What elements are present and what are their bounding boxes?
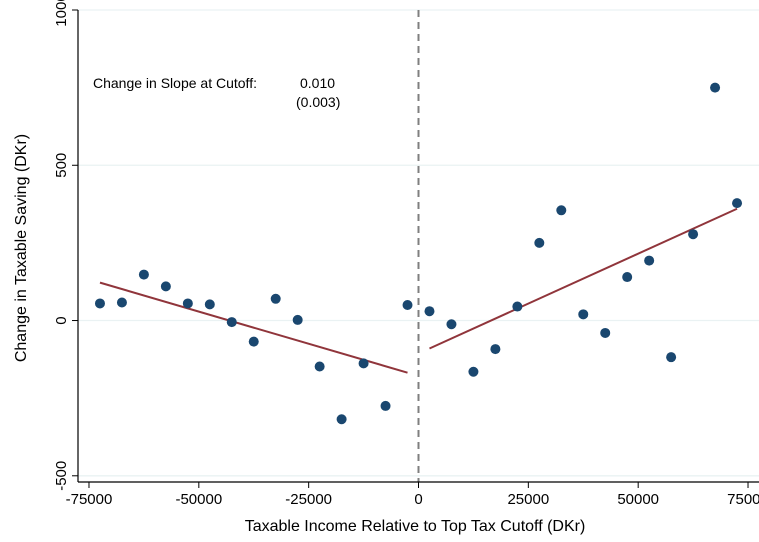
data-point-11 (336, 414, 347, 425)
x-axis-title: Taxable Income Relative to Top Tax Cutof… (245, 518, 586, 535)
data-point-18 (490, 344, 501, 355)
data-point-27 (688, 229, 699, 240)
fit-line-fit-left (99, 281, 408, 374)
x-tick-label-5: 50000 (617, 491, 659, 508)
data-point-14 (402, 300, 413, 310)
annotation-std-error: (0.003) (296, 94, 340, 110)
y-tick-label-1: 0 (53, 316, 70, 324)
y-axis-title: Change in Taxable Saving (DKr) (13, 134, 30, 362)
data-point-7 (248, 336, 259, 347)
data-point-5 (204, 299, 215, 310)
data-point-1 (116, 297, 127, 308)
data-point-9 (292, 314, 303, 325)
data-point-6 (226, 317, 237, 328)
data-point-12 (358, 358, 369, 369)
tick-marks: -75000 -50000 -25000 0 25000 50000 75000 -500 0 5… (53, 0, 759, 508)
data-point-26 (666, 352, 677, 363)
x-tick-label-2: -25000 (285, 491, 332, 508)
data-point-2 (138, 269, 149, 280)
data-point-19 (512, 301, 523, 312)
x-tick-label-6: 75000 (727, 491, 759, 508)
data-point-13 (380, 400, 391, 411)
y-tick-label-0: -500 (53, 461, 70, 491)
data-point-17 (468, 366, 479, 377)
data-point-22 (578, 309, 589, 320)
data-point-25 (644, 255, 655, 266)
data-point-3 (160, 281, 171, 292)
y-tick-label-3: 1000 (53, 0, 70, 27)
data-point-10 (314, 361, 325, 372)
data-points (94, 82, 743, 425)
annotation-label: Change in Slope at Cutoff: (93, 75, 257, 91)
x-tick-label-4: 25000 (507, 491, 549, 508)
data-point-15 (424, 306, 435, 317)
x-tick-label-1: -50000 (175, 491, 222, 508)
fit-lines (99, 207, 738, 374)
data-point-8 (270, 293, 281, 304)
data-point-24 (622, 272, 633, 283)
data-point-28 (710, 82, 721, 93)
y-tick-label-2: 500 (53, 153, 70, 178)
annotation-estimate: 0.010 (300, 75, 335, 91)
data-point-29 (732, 198, 743, 209)
fit-line-fit-right (429, 207, 738, 350)
x-tick-label-3: 0 (414, 491, 422, 508)
data-point-16 (446, 319, 457, 330)
data-point-21 (556, 205, 567, 216)
data-point-20 (534, 237, 545, 248)
data-point-23 (600, 327, 611, 338)
x-tick-label-0: -75000 (66, 491, 113, 508)
data-point-0 (94, 298, 105, 309)
data-point-4 (182, 298, 193, 309)
